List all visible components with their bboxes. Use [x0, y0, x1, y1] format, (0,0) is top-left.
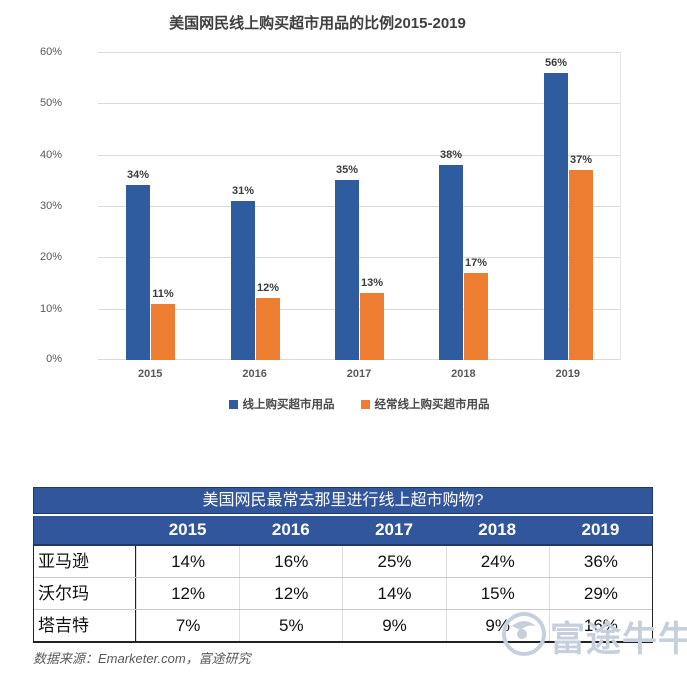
- year-header-2015: 2015: [168, 520, 207, 539]
- bar-value-label: 34%: [126, 169, 150, 181]
- x-tick-2017: 2017: [346, 368, 372, 380]
- legend-item-1: 经常线上购买超市用品: [360, 396, 490, 412]
- legend-swatch-icon: [228, 399, 238, 409]
- legend-item-0: 线上购买超市用品: [228, 396, 335, 412]
- y-tick-label: 0%: [46, 353, 62, 365]
- table-header-gap: [33, 514, 653, 516]
- bar-value-label: 12%: [256, 282, 280, 294]
- table-row: 亚马逊 14% 16% 25% 24% 36%: [34, 546, 652, 577]
- table-cell: 9%: [342, 610, 445, 641]
- table-row: 塔吉特 7% 5% 9% 9% 16%: [34, 609, 652, 641]
- table-title: 美国网民最常去那里进行线上超市购物?: [33, 487, 653, 514]
- year-header-2019: 2019: [581, 520, 620, 539]
- y-tick-label: 60%: [39, 46, 62, 58]
- y-tick-label: 40%: [39, 149, 62, 161]
- table-cell: 9%: [445, 610, 549, 641]
- year-header-2017: 2017: [375, 520, 413, 539]
- row-label: 亚马逊: [34, 546, 136, 577]
- year-header-2018: 2018: [478, 520, 517, 539]
- gridline-0%: [98, 359, 620, 360]
- legend-label: 经常线上购买超市用品: [374, 399, 490, 411]
- year-header-2016: 2016: [271, 520, 310, 539]
- table-cell: 25%: [342, 546, 445, 577]
- bar-series0-2015: [126, 185, 150, 360]
- table-cell: 7%: [136, 610, 239, 641]
- table-cell: 29%: [548, 578, 652, 609]
- gridline-20%: [98, 257, 620, 258]
- table-row: 沃尔玛 12% 12% 14% 15% 29%: [34, 577, 652, 609]
- gridline-60%: [98, 52, 620, 53]
- chart-title: 美国网民线上购买超市用品的比例2015-2019: [169, 15, 466, 32]
- legend: 线上购买超市用品 经常线上购买超市用品: [98, 396, 620, 412]
- gridline-10%: [98, 309, 620, 310]
- x-tick-2019: 2019: [555, 368, 581, 380]
- gridline-30%: [98, 206, 620, 207]
- legend-swatch-icon: [360, 399, 370, 409]
- table-cell: 24%: [445, 546, 549, 577]
- gridline-50%: [98, 103, 620, 104]
- gridline-40%: [98, 155, 620, 156]
- bar-series1-2019: [569, 170, 593, 360]
- table-cell: 16%: [239, 546, 342, 577]
- table-cell: 12%: [239, 578, 342, 609]
- data-source-note: 数据来源：Emarketer.com，富途研究: [33, 651, 251, 666]
- bar-value-label: 17%: [464, 257, 488, 269]
- table-cell: 36%: [548, 546, 652, 577]
- bar-value-label: 13%: [360, 277, 384, 289]
- bar-series0-2017: [335, 180, 359, 360]
- bar-series0-2019: [544, 73, 568, 360]
- table-cell: 12%: [136, 578, 239, 609]
- x-tick-2016: 2016: [242, 368, 267, 380]
- bar-series0-2018: [439, 165, 463, 360]
- y-tick-label: 10%: [39, 303, 62, 315]
- year-header-empty-cell: [34, 516, 136, 544]
- row-label: 沃尔玛: [34, 578, 136, 609]
- bar-value-label: 31%: [231, 185, 255, 197]
- bar-series1-2016: [256, 298, 280, 360]
- table-cell: 15%: [445, 578, 549, 609]
- plot-area: 34% 11% 31% 12% 35% 13% 38% 17% 56% 37%: [98, 52, 621, 360]
- bar-series1-2018: [464, 273, 488, 360]
- bar-series0-2016: [231, 201, 255, 360]
- table-body: 亚马逊 14% 16% 25% 24% 36% 沃尔玛 12% 12% 14% 15% 29% 塔吉特 7…: [33, 544, 653, 643]
- table-cell: 14%: [136, 546, 239, 577]
- bar-series1-2015: [151, 304, 175, 360]
- bar-value-label: 37%: [569, 154, 593, 166]
- x-tick-2015: 2015: [137, 368, 163, 380]
- bar-series1-2017: [360, 293, 384, 360]
- table-cell: 14%: [342, 578, 445, 609]
- bar-value-label: 35%: [335, 164, 359, 176]
- x-tick-2018: 2018: [451, 368, 476, 380]
- row-label: 塔吉特: [34, 610, 136, 641]
- y-tick-label: 20%: [39, 251, 62, 263]
- retailer-share-table: 美国网民最常去那里进行线上超市购物? 2015 2016 2017 2018 2019 …: [33, 487, 653, 643]
- table-cell: 16%: [548, 610, 652, 641]
- legend-label: 线上购买超市用品: [242, 399, 335, 411]
- y-tick-label: 50%: [39, 97, 62, 109]
- table-cell: 5%: [239, 610, 342, 641]
- bar-value-label: 56%: [544, 57, 568, 69]
- table-year-header-row: 2015 2016 2017 2018 2019: [33, 516, 653, 544]
- bar-value-label: 38%: [439, 149, 463, 161]
- bar-value-label: 11%: [152, 288, 174, 300]
- y-tick-label: 30%: [39, 200, 62, 212]
